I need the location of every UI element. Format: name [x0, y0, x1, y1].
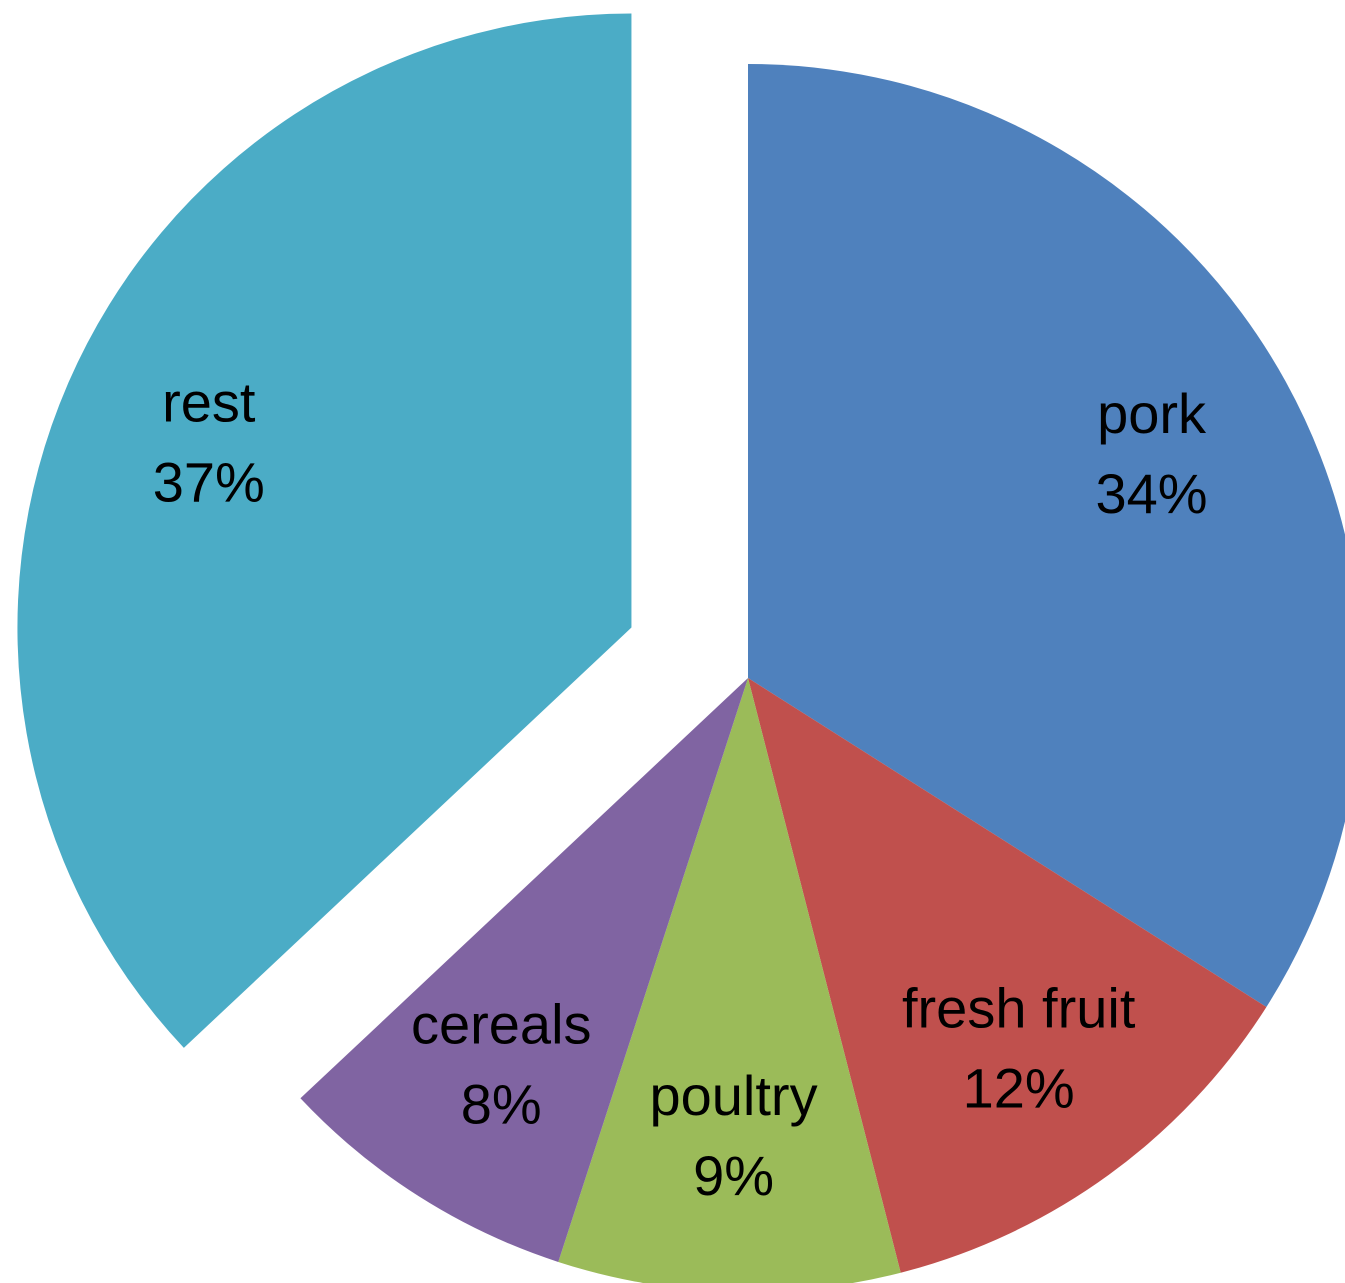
pie-slice	[748, 64, 1345, 1007]
pie-slice	[558, 678, 901, 1283]
slice-value-label: 34%	[1095, 462, 1207, 525]
slice-value-label: 9%	[693, 1144, 774, 1207]
slice-value-label: 37%	[153, 450, 265, 513]
slice-value-label: 8%	[461, 1073, 542, 1136]
slice-label: pork	[1097, 382, 1207, 445]
slice-label: fresh fruit	[902, 976, 1136, 1039]
slice-label: cereals	[411, 993, 592, 1056]
slice-label: poultry	[649, 1064, 817, 1127]
slice-label: rest	[162, 370, 256, 433]
slice-value-label: 12%	[963, 1056, 1075, 1119]
pie-slice	[300, 678, 748, 1262]
pie-slice	[748, 678, 1267, 1273]
pie-slice	[17, 13, 632, 1048]
